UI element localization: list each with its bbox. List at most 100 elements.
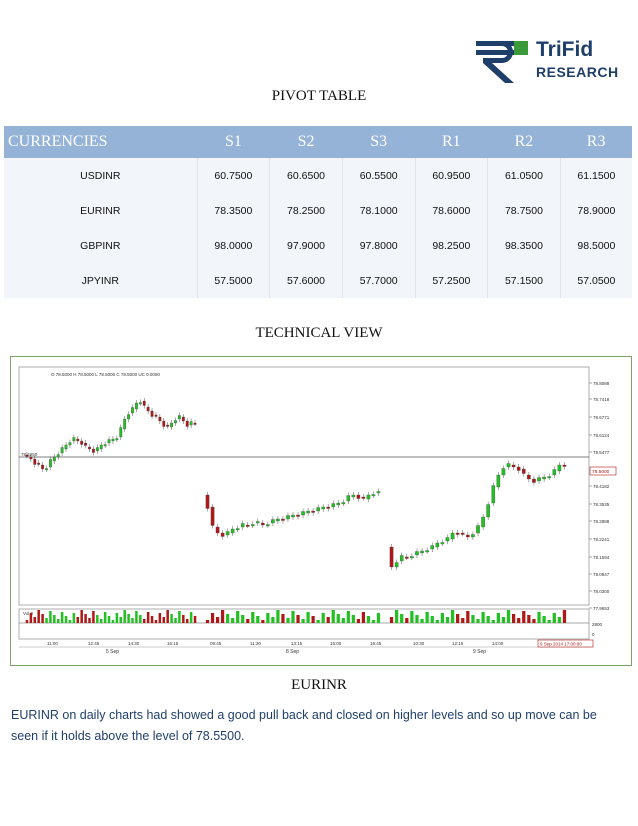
volume-bar [425,612,429,623]
candle-body [440,542,445,545]
cell-value: 57.2500 [415,263,489,298]
volume-bar [131,618,134,623]
table-row: EURINR 78.3500 78.2500 78.1000 78.6000 7… [4,193,632,228]
volume-bar [435,620,439,623]
candle-body [351,494,356,498]
volume-bar [88,618,91,623]
volume-bar [371,620,376,623]
volume-bar [266,613,270,623]
volume-bar [466,611,470,623]
volume-bar [241,615,245,623]
candle-body [123,418,127,430]
time-tick-label: 14:30 [128,641,140,646]
cell-value: 97.9000 [269,228,343,263]
candle-body [394,562,399,568]
candle-body [346,495,351,502]
price-tick-label: 78.2888 [593,519,610,524]
volume-bar [400,614,404,623]
candle-body [52,456,56,462]
price-tick-label: 78.6771 [593,415,610,420]
candlestick-chart: O 78.5000 H 78.5000 L 78.5000 C 78.5000 … [10,356,632,666]
volume-bar [410,611,414,623]
volume-bar [92,611,95,623]
date-label-9sep: 9 Sep [473,649,486,655]
volume-bar [445,617,450,623]
candle-body [95,447,99,452]
candle-body [33,458,37,465]
time-tick-label: 15:00 [330,641,342,646]
volume-bar [331,610,335,623]
volume-bar [471,615,475,623]
volume-bar [53,615,56,623]
volume-bar [306,612,310,623]
cell-currency: EURINR [4,193,198,228]
candle-body [111,438,115,442]
volume-bar [537,612,541,623]
volume-bar [415,615,419,623]
candle-body [471,534,475,538]
candle-body [76,438,80,442]
candle-body [103,444,107,447]
candle-body [215,526,220,534]
volume-bar [361,612,366,623]
candle-body [376,491,381,494]
volume-bar [210,613,215,623]
candle-body [286,515,290,520]
candle-body [235,528,240,531]
volume-bar [45,618,48,623]
volume-bar [336,614,340,623]
date-label-5sep: 5 Sep [106,649,119,655]
candle-body [371,494,376,497]
volume-bar [33,617,37,623]
technical-view-title: TECHNICAL VIEW [255,325,383,341]
candle-body [486,504,490,518]
candle-body [131,407,134,414]
candle-body [107,439,111,444]
candle-body [181,416,185,422]
volume-bar [107,616,111,623]
candle-body [291,514,295,518]
trifid-logo: TriFid RESEARCH [474,38,618,84]
candle-body [430,545,435,550]
cell-value: 60.5500 [342,158,416,193]
volume-bar [376,613,381,623]
candle-body [68,442,72,446]
price-panel [18,366,590,606]
volume-bar [326,617,330,623]
volume-bar [103,612,107,623]
cell-value: 57.5000 [197,263,271,298]
candle-body [56,454,60,458]
candle-body [251,524,255,527]
volume-bar [420,619,424,623]
volume-bar [486,616,490,623]
cell-value: 57.0500 [560,263,632,298]
volume-bar [84,614,87,623]
volume-panel [18,608,590,640]
volume-bar [142,619,146,623]
header-s3: S3 [342,126,415,158]
header-s1: S1 [197,126,270,158]
volume-bar [321,613,325,623]
price-tick-label: 78.4182 [593,484,610,489]
candle-body [366,494,371,500]
candle-body [72,437,76,442]
volume-bar [68,620,72,623]
date-label-8sep: 8 Sep [286,649,299,655]
cell-currency: GBPINR [4,228,198,263]
current-price-box [589,466,617,476]
volume-bar [311,616,315,623]
candle-body [311,510,315,513]
volume-bar [557,617,561,623]
candle-body [356,494,361,499]
volume-bar [552,613,556,623]
volume-bar [182,615,185,623]
volume-bar [215,617,220,623]
volume-bar [395,610,399,623]
volume-bar [96,615,99,623]
cell-value: 57.6000 [269,263,343,298]
table-row: GBPINR 98.0000 97.9000 97.8000 98.2500 9… [4,228,632,263]
candle-body [150,410,154,417]
candle-body [84,442,87,446]
candle-body [80,440,84,445]
candle-body [361,496,366,499]
